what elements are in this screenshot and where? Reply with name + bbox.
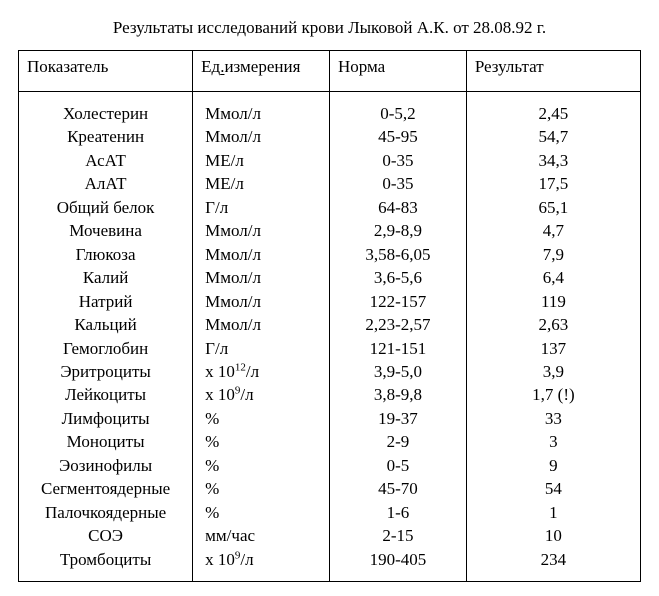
indicator-value: Кальций [27, 313, 184, 336]
unit-value: Ммол/л [205, 313, 321, 336]
header-indicator: Показатель [19, 51, 193, 92]
unit-value: % [205, 430, 321, 453]
norm-value: 2-15 [338, 524, 458, 547]
unit-value: Ммол/л [205, 243, 321, 266]
result-value: 54,7 [475, 125, 632, 148]
indicator-value: Гемоглобин [27, 337, 184, 360]
indicator-value: Натрий [27, 290, 184, 313]
unit-value: % [205, 501, 321, 524]
norm-value: 1-6 [338, 501, 458, 524]
unit-value: Ммол/л [205, 125, 321, 148]
header-norm: Норма [329, 51, 466, 92]
norm-value: 3,9-5,0 [338, 360, 458, 383]
result-value: 4,7 [475, 219, 632, 242]
indicator-value: Глюкоза [27, 243, 184, 266]
indicator-value: Эритроциты [27, 360, 184, 383]
unit-value: x 1012/л [205, 360, 321, 383]
norm-value: 3,6-5,6 [338, 266, 458, 289]
cell-results: 2,4554,734,317,565,14,77,96,41192,631373… [466, 92, 640, 582]
result-value: 2,45 [475, 102, 632, 125]
unit-value: % [205, 407, 321, 430]
norm-value: 0-35 [338, 172, 458, 195]
result-value: 34,3 [475, 149, 632, 172]
norm-value: 122-157 [338, 290, 458, 313]
indicator-value: Моноциты [27, 430, 184, 453]
cell-norms: 0-5,245-950-350-3564-832,9-8,93,58-6,053… [329, 92, 466, 582]
unit-value: МЕ/л [205, 172, 321, 195]
indicator-value: Общий белок [27, 196, 184, 219]
header-unit-suffix: измерения [224, 57, 300, 76]
indicator-value: Тромбоциты [27, 548, 184, 571]
result-value: 65,1 [475, 196, 632, 219]
result-value: 54 [475, 477, 632, 500]
blood-test-table: Показатель Ед.измерения Норма Результат … [18, 50, 641, 582]
header-unit-prefix: Ед [201, 57, 220, 76]
unit-value: Г/л [205, 337, 321, 360]
table-data-row: ХолестеринКреатенинАсАТАлАТОбщий белокМо… [19, 92, 641, 582]
result-value: 9 [475, 454, 632, 477]
header-unit: Ед.измерения [193, 51, 330, 92]
norm-value: 19-37 [338, 407, 458, 430]
result-value: 10 [475, 524, 632, 547]
result-value: 119 [475, 290, 632, 313]
unit-value: Г/л [205, 196, 321, 219]
indicator-value: Лимфоциты [27, 407, 184, 430]
norm-value: 3,8-9,8 [338, 383, 458, 406]
result-value: 1 [475, 501, 632, 524]
header-result: Результат [466, 51, 640, 92]
norm-value: 0-35 [338, 149, 458, 172]
unit-value: мм/час [205, 524, 321, 547]
indicator-value: Холестерин [27, 102, 184, 125]
indicator-value: Креатенин [27, 125, 184, 148]
norm-value: 0-5 [338, 454, 458, 477]
indicator-value: СОЭ [27, 524, 184, 547]
unit-value: Ммол/л [205, 219, 321, 242]
norm-value: 121-151 [338, 337, 458, 360]
cell-indicators: ХолестеринКреатенинАсАТАлАТОбщий белокМо… [19, 92, 193, 582]
norm-value: 45-70 [338, 477, 458, 500]
result-value: 17,5 [475, 172, 632, 195]
norm-value: 64-83 [338, 196, 458, 219]
indicator-value: Лейкоциты [27, 383, 184, 406]
unit-value: % [205, 454, 321, 477]
indicator-value: Эозинофилы [27, 454, 184, 477]
result-value: 3,9 [475, 360, 632, 383]
norm-value: 0-5,2 [338, 102, 458, 125]
norm-value: 2,23-2,57 [338, 313, 458, 336]
unit-value: x 109/л [205, 383, 321, 406]
indicator-value: Сегментоядерные [27, 477, 184, 500]
unit-value: % [205, 477, 321, 500]
norm-value: 45-95 [338, 125, 458, 148]
unit-value: МЕ/л [205, 149, 321, 172]
indicator-value: АсАТ [27, 149, 184, 172]
norm-value: 3,58-6,05 [338, 243, 458, 266]
unit-value: Ммол/л [205, 266, 321, 289]
result-value: 3 [475, 430, 632, 453]
result-value: 33 [475, 407, 632, 430]
table-header-row: Показатель Ед.измерения Норма Результат [19, 51, 641, 92]
result-value: 234 [475, 548, 632, 571]
result-value: 6,4 [475, 266, 632, 289]
result-value: 2,63 [475, 313, 632, 336]
norm-value: 2-9 [338, 430, 458, 453]
unit-value: Ммол/л [205, 290, 321, 313]
norm-value: 190-405 [338, 548, 458, 571]
norm-value: 2,9-8,9 [338, 219, 458, 242]
indicator-value: Мочевина [27, 219, 184, 242]
result-value: 7,9 [475, 243, 632, 266]
unit-value: x 109/л [205, 548, 321, 571]
indicator-value: АлАТ [27, 172, 184, 195]
indicator-value: Палочкоядерные [27, 501, 184, 524]
unit-value: Ммол/л [205, 102, 321, 125]
result-value: 137 [475, 337, 632, 360]
cell-units: Ммол/лМмол/лМЕ/лМЕ/лГ/лМмол/лМмол/лМмол/… [193, 92, 330, 582]
document-title: Результаты исследований крови Лыковой А.… [18, 18, 641, 38]
indicator-value: Калий [27, 266, 184, 289]
result-value: 1,7 (!) [475, 383, 632, 406]
